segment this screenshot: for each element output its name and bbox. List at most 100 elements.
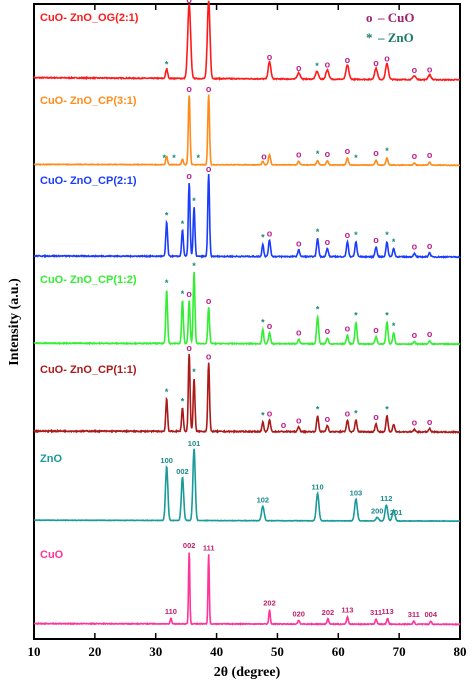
peak-mark-2-14: * <box>392 237 396 247</box>
peak-mark-4-14: * <box>385 404 389 414</box>
peak-mark-2-7: o <box>296 238 302 248</box>
series-label-0: CuO- ZnO_OG(2:1) <box>40 12 139 24</box>
peak-mark-0-8: o <box>373 58 379 68</box>
peak-mark-5-3: 102 <box>257 496 270 505</box>
peak-mark-2-12: o <box>373 235 379 245</box>
peak-mark-5-6: 200 <box>371 506 384 515</box>
legend-cuo-symbol: o <box>366 10 373 25</box>
peak-mark-0-5: * <box>315 61 319 71</box>
peak-mark-6-0: 110 <box>165 607 177 616</box>
annotation-layer: oo*oo*oooooooo***oo*oo*o*oooo****oo*oo*o… <box>160 0 437 619</box>
series-label-5: ZnO <box>40 453 62 465</box>
peak-mark-1-10: * <box>354 153 358 163</box>
x-axis: 10 20 30 40 50 60 70 80 <box>28 4 467 659</box>
peak-mark-3-5: * <box>261 318 265 328</box>
peak-mark-4-16: o <box>427 417 433 427</box>
series-label-2: CuO- ZnO_CP(2:1) <box>40 175 137 187</box>
series-label-3: CuO- ZnO_CP(1:2) <box>40 274 137 286</box>
x-tick-label-3: 40 <box>210 644 223 659</box>
peak-mark-3-3: * <box>192 261 196 271</box>
legend-zno-label: – ZnO <box>377 30 414 45</box>
peak-mark-0-2: * <box>165 60 169 70</box>
series-label-1: CuO- ZnO_CP(3:1) <box>40 95 137 107</box>
x-tick-label-5: 60 <box>332 644 345 659</box>
peak-mark-3-4: o <box>206 296 212 306</box>
peak-mark-2-11: * <box>354 230 358 240</box>
peak-mark-1-5: o <box>261 152 267 162</box>
peak-mark-2-16: o <box>427 241 433 251</box>
peak-mark-4-7: o <box>281 420 287 430</box>
peak-mark-6-3: 202 <box>263 598 276 607</box>
peak-mark-3-6: o <box>267 321 273 331</box>
series-label-6: CuO <box>40 549 64 561</box>
x-tick-label-7: 80 <box>454 644 467 659</box>
legend-cuo-label: – CuO <box>377 10 414 25</box>
peak-mark-1-3: * <box>172 153 176 163</box>
peak-mark-6-7: 311 <box>370 608 382 617</box>
peak-mark-1-14: o <box>427 150 433 160</box>
peak-mark-3-12: o <box>373 325 379 335</box>
peak-mark-5-2: 101 <box>188 439 201 448</box>
peak-mark-1-8: o <box>325 149 331 159</box>
peak-mark-0-3: o <box>267 52 273 62</box>
peak-mark-2-9: o <box>325 237 331 247</box>
peak-mark-6-10: 004 <box>425 610 438 619</box>
peak-mark-4-13: o <box>373 412 379 422</box>
peak-mark-2-3: * <box>181 219 185 229</box>
series-line-3 <box>33 271 461 347</box>
peak-mark-3-11: * <box>354 310 358 320</box>
peak-mark-6-4: 020 <box>292 609 305 618</box>
peak-mark-0-10: o <box>412 65 418 75</box>
x-axis-label: 2θ (degree) <box>214 665 281 680</box>
peak-mark-4-15: o <box>412 418 418 428</box>
peak-mark-6-1: 002 <box>183 541 196 550</box>
peak-mark-3-15: o <box>412 330 418 340</box>
peak-mark-6-8: 113 <box>382 607 394 616</box>
peak-mark-1-0: o <box>186 84 192 94</box>
peak-mark-2-8: * <box>316 227 320 237</box>
peak-mark-4-6: o <box>267 408 273 418</box>
peak-mark-2-4: * <box>192 196 196 206</box>
peak-mark-5-7: 112 <box>380 494 392 503</box>
series-layer <box>33 0 461 627</box>
legend: o – CuO * – ZnO <box>366 10 414 45</box>
plot-frame <box>33 3 461 640</box>
peak-mark-1-11: o <box>373 148 379 158</box>
peak-mark-0-6: o <box>325 60 331 70</box>
peak-mark-0-0: o <box>186 0 192 5</box>
peak-mark-0-7: o <box>345 55 351 65</box>
peak-mark-2-5: * <box>261 233 265 243</box>
peak-mark-3-8: * <box>316 305 320 315</box>
peak-mark-1-6: o <box>296 150 302 160</box>
peak-mark-1-7: * <box>316 149 320 159</box>
series-label-4: CuO- ZnO_CP(1:1) <box>40 364 137 376</box>
peak-mark-2-10: o <box>345 230 351 240</box>
peak-mark-2-6: o <box>267 229 273 239</box>
peak-mark-0-11: o <box>427 64 433 74</box>
series-line-1 <box>33 94 461 167</box>
peak-mark-4-8: o <box>296 415 302 425</box>
peak-mark-1-4: * <box>197 153 201 163</box>
peak-mark-6-6: 113 <box>341 606 353 615</box>
x-tick-label-6: 70 <box>393 644 406 659</box>
peak-mark-3-10: o <box>345 323 351 333</box>
peak-mark-2-13: * <box>385 230 389 240</box>
peak-mark-4-9: * <box>316 404 320 414</box>
series-label-layer: CuO- ZnO_OG(2:1) CuO- ZnO_CP(3:1) CuO- ZnO… <box>40 12 139 561</box>
x-tick-label-4: 50 <box>271 644 284 659</box>
peak-mark-4-10: o <box>325 414 331 424</box>
x-tick-label-1: 20 <box>88 644 101 659</box>
peak-mark-2-1: o <box>206 164 212 174</box>
peak-mark-4-5: * <box>261 411 265 421</box>
peak-mark-4-0: * <box>165 387 169 397</box>
peak-mark-0-4: o <box>296 63 302 73</box>
peak-mark-5-4: 110 <box>312 483 324 492</box>
peak-mark-4-3: * <box>192 367 196 377</box>
peak-mark-4-2: o <box>186 343 192 353</box>
peak-mark-4-12: * <box>354 408 358 418</box>
peak-mark-0-9: o <box>384 53 390 63</box>
y-axis-label: Intensity (a.u.) <box>7 278 22 366</box>
peak-mark-4-1: * <box>181 397 185 407</box>
peak-mark-3-16: o <box>427 329 433 339</box>
peak-mark-3-2: o <box>186 289 192 299</box>
